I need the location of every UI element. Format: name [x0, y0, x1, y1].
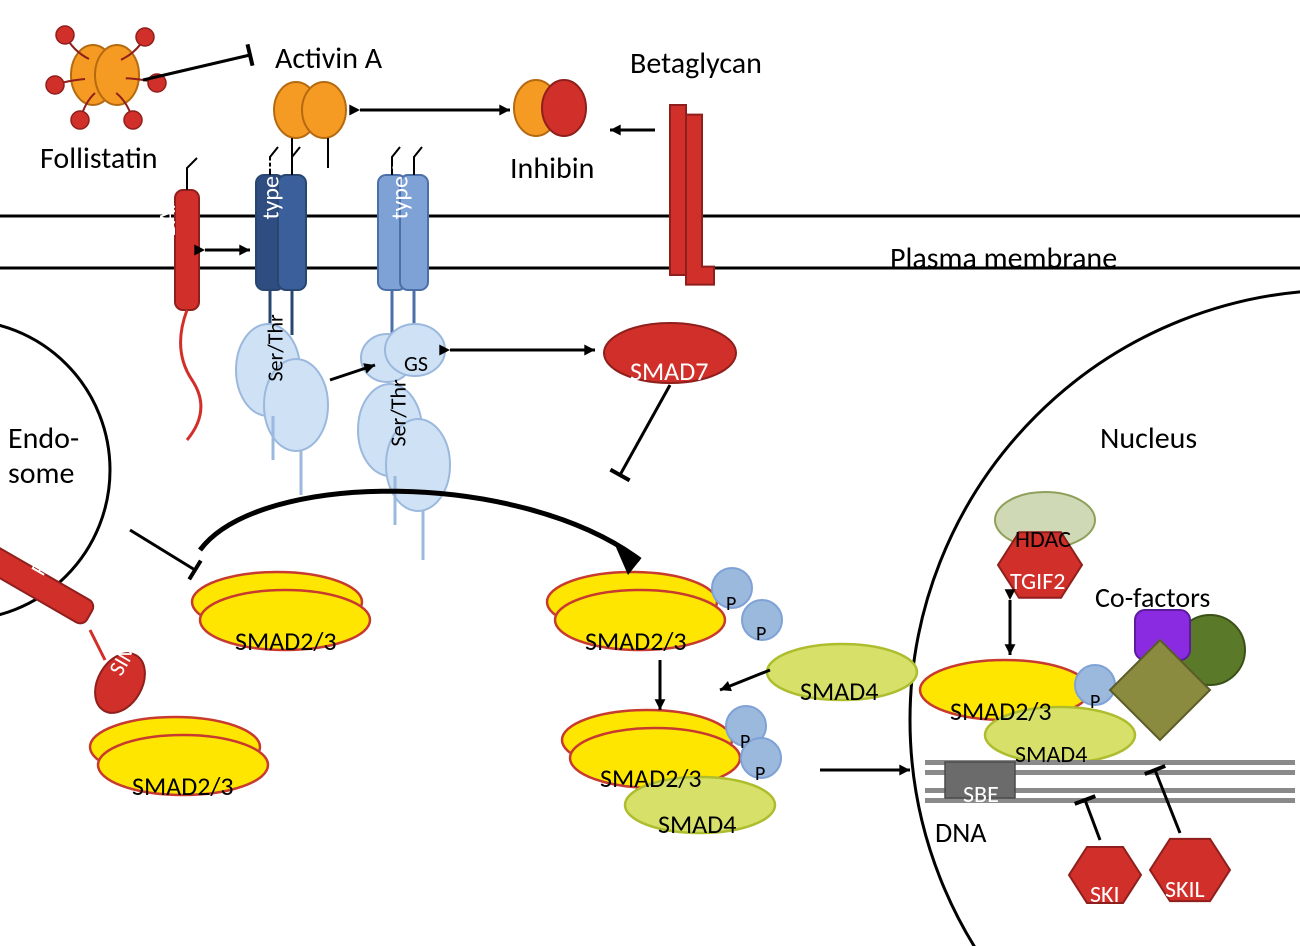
endosome1-label: Endo-: [8, 420, 79, 457]
ski-label: SKI: [1090, 880, 1120, 909]
smad7-inhibit: [610, 385, 670, 480]
smad23_nuc-label: SMAD2/3: [950, 695, 1052, 727]
typeI-label: type I: [386, 165, 415, 220]
nucleus-label: Nucleus: [1100, 420, 1197, 457]
typeII-label: type II: [257, 159, 286, 220]
tgif2-label: TGIF2: [1010, 567, 1065, 596]
serthr_r-label: Ser/Thr: [384, 379, 411, 446]
hdac-label: HDAC: [1015, 525, 1071, 554]
bambi-typeII: [194, 245, 250, 256]
pmepa1-inhibit: [130, 530, 201, 579]
phos-to-complex: [655, 660, 666, 710]
smad4_a-label: SMAD4: [800, 675, 878, 707]
diagram-svg: [0, 0, 1300, 946]
betaglycan-icon: [670, 105, 714, 285]
smad23_a-label: SMAD2/3: [235, 625, 337, 657]
activin-a-icon: [274, 82, 346, 168]
dna-label: DNA: [935, 815, 987, 850]
smad4-to-complex: [720, 670, 770, 691]
p4-label: P: [755, 762, 765, 786]
smad23_b-label: SMAD2/3: [132, 770, 234, 802]
follistatin-to-activinA: [143, 44, 253, 80]
betaglycan-to-inhibin: [610, 125, 655, 136]
inhibin-label: Inhibin: [510, 150, 594, 187]
sbe-label: SBE: [963, 780, 999, 809]
tgif2-smad23: [1005, 589, 1016, 655]
bambi-label: BAMBI: [153, 170, 182, 236]
betaglycan-label: Betaglycan: [630, 45, 762, 82]
smad4_nuc-label: SMAD4: [1015, 740, 1087, 769]
typeI-smad7: [439, 345, 595, 356]
smad23_c-label: SMAD2/3: [585, 625, 687, 657]
serthr_l-label: Ser/Thr: [261, 314, 288, 381]
p_nuc-label: P: [1090, 690, 1100, 714]
smad4_b-label: SMAD4: [658, 808, 736, 840]
smad23_d-label: SMAD2/3: [600, 762, 702, 794]
p3-label: P: [740, 730, 750, 754]
activinA-label: Activin A: [275, 40, 382, 77]
cofactors-label: Co-factors: [1095, 580, 1210, 615]
complex-to-nucleus: [820, 765, 910, 776]
diagram-stage: Follistatin Activin A Betaglycan Inhibin Pla…: [0, 0, 1300, 946]
endosome2-label: some: [8, 455, 74, 492]
inhibin-icon: [514, 80, 586, 136]
skil-label: SKIL: [1165, 875, 1205, 904]
activinA-inhibin: [349, 105, 510, 116]
gs-label: GS: [404, 350, 428, 377]
p2-label: P: [756, 622, 766, 646]
smad7-label: SMAD7: [630, 355, 708, 387]
plasma-label: Plasma membrane: [890, 240, 1117, 277]
serthr-cross: [330, 363, 375, 380]
p1-label: P: [726, 592, 736, 616]
follistatin-label: Follistatin: [40, 140, 158, 177]
